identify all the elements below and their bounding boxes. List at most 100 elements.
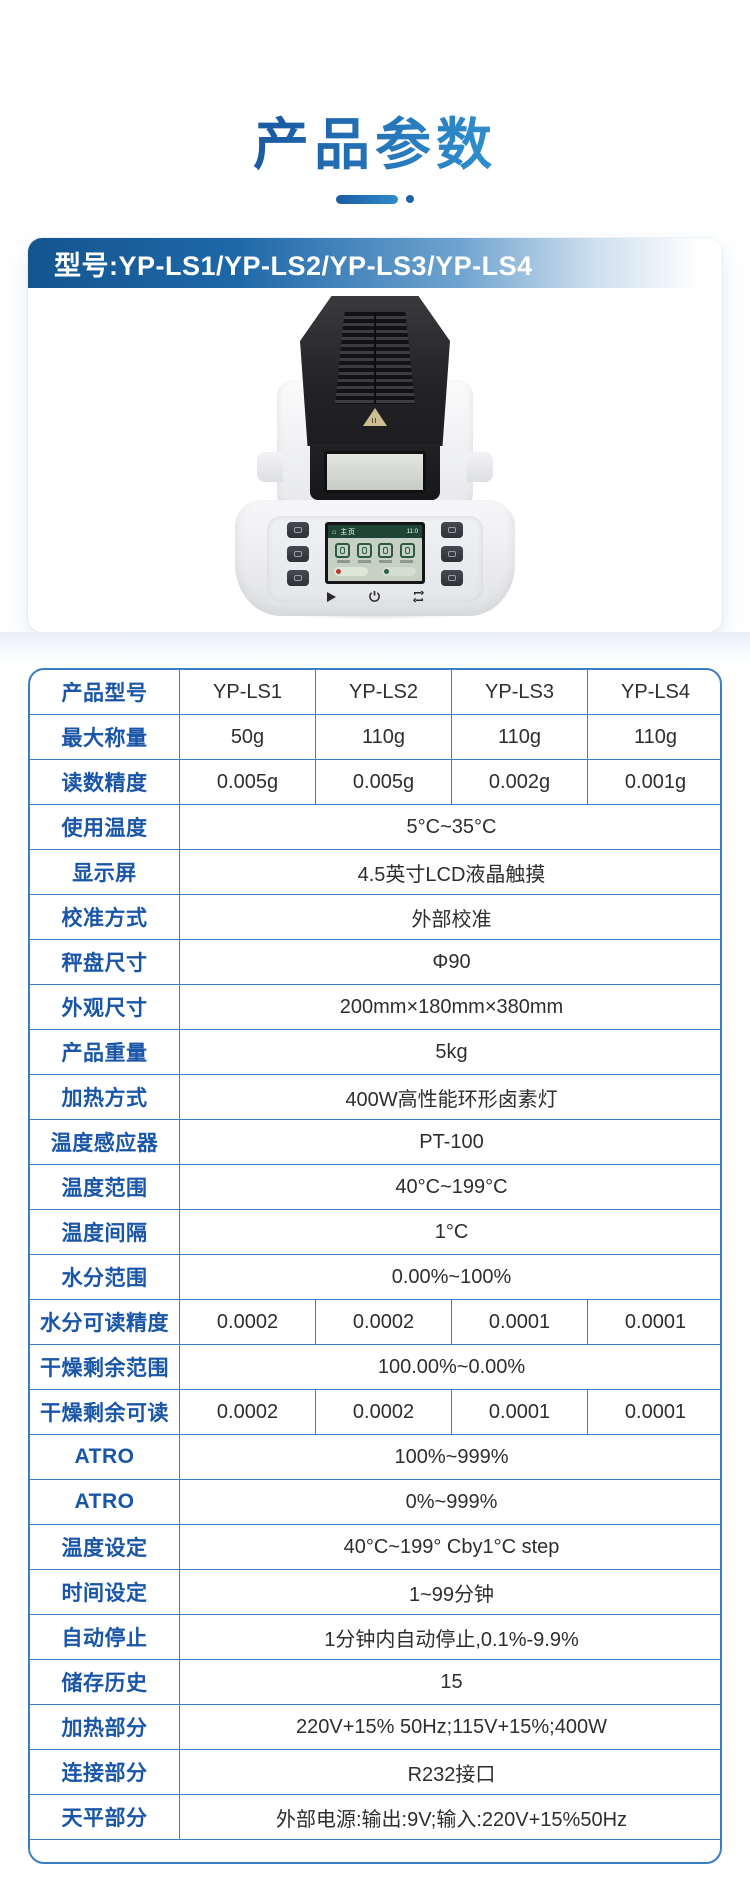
section-divider-strip	[0, 632, 750, 668]
spec-label: 时间设定	[30, 1569, 180, 1615]
document-icon	[378, 543, 394, 558]
device-buttons-left	[287, 522, 309, 586]
spec-value: 0.0002	[179, 1299, 316, 1345]
table-row: 加热方式 400W高性能环形卤素灯	[30, 1074, 720, 1120]
book-icon	[399, 543, 415, 558]
device-touchscreen: ⌂ 主页 11:0	[325, 522, 425, 584]
table-row: 最大称量 50g 110g 110g 110g	[30, 714, 720, 760]
table-row: 水分范围 0.00%~100%	[30, 1254, 720, 1300]
spec-value: 0.00%~100%	[179, 1254, 720, 1300]
spec-label: 加热方式	[30, 1074, 180, 1120]
title-dash	[336, 194, 398, 204]
warning-triangle-mark	[372, 418, 378, 423]
title-underline	[0, 194, 750, 204]
device-button	[441, 546, 463, 562]
spec-value: 110g	[315, 714, 452, 760]
spec-value: YP-LS3	[451, 670, 588, 715]
table-row: 使用温度 5°C~35°C	[30, 804, 720, 850]
spec-label: 外观尺寸	[30, 984, 180, 1030]
spec-label: 干燥剩余可读	[30, 1389, 180, 1435]
gauge-icon	[356, 543, 372, 558]
spec-label: 连接部分	[30, 1749, 180, 1795]
table-row: 温度感应器 PT-100	[30, 1119, 720, 1165]
spec-label: 秤盘尺寸	[30, 939, 180, 985]
table-row: 天平部分 外部电源:输出:9V;输入:220V+15%50Hz	[30, 1794, 720, 1840]
spec-value: 0.0001	[451, 1299, 588, 1345]
power-icon	[369, 590, 380, 602]
spec-table-body: 产品型号 YP-LS1 YP-LS2 YP-LS3 YP-LS4 最大称量 50g 110g 1…	[30, 670, 720, 1840]
table-row: 储存历史 15	[30, 1659, 720, 1705]
spec-value: 0.005g	[315, 759, 452, 805]
device-button	[287, 522, 309, 538]
gauge-icon	[335, 543, 350, 558]
screen-icon-row	[328, 538, 422, 558]
table-row: 产品型号 YP-LS1 YP-LS2 YP-LS3 YP-LS4	[30, 670, 720, 715]
spec-label: 最大称量	[30, 714, 180, 760]
spec-value: 0.001g	[587, 759, 720, 805]
spec-value: 110g	[587, 714, 720, 760]
spec-value: 外部校准	[179, 894, 720, 940]
spec-value: 220V+15% 50Hz;115V+15%;400W	[179, 1704, 720, 1750]
table-row: 读数精度 0.005g 0.005g 0.002g 0.001g	[30, 759, 720, 805]
table-row: 加热部分 220V+15% 50Hz;115V+15%;400W	[30, 1704, 720, 1750]
spec-label: 显示屏	[30, 849, 180, 895]
model-header-bar: 型号:YP-LS1/YP-LS2/YP-LS3/YP-LS4	[28, 238, 722, 288]
device-printed-keys	[325, 590, 425, 603]
screen-header: ⌂ 主页 11:0	[328, 525, 422, 538]
spec-label: 干燥剩余范围	[30, 1344, 180, 1390]
start-pill-button	[382, 567, 416, 576]
spec-value: 0.0001	[587, 1389, 720, 1435]
spec-value: 5kg	[179, 1029, 720, 1075]
device-handle-left	[257, 452, 283, 482]
spec-label: 天平部分	[30, 1794, 180, 1840]
spec-value: 110g	[451, 714, 588, 760]
spec-label: 温度感应器	[30, 1119, 180, 1165]
device-handle-right	[467, 452, 493, 482]
spec-value: 0.002g	[451, 759, 588, 805]
spec-label: 储存历史	[30, 1659, 180, 1705]
spec-label: 加热部分	[30, 1704, 180, 1750]
spec-value: 400W高性能环形卤素灯	[179, 1074, 720, 1120]
spec-label: 产品型号	[30, 670, 180, 715]
device-vent-divider	[374, 312, 376, 404]
spec-value: 1°C	[179, 1209, 720, 1255]
spec-value: 40°C~199° Cby1°C step	[179, 1524, 720, 1570]
spec-value: 40°C~199°C	[179, 1164, 720, 1210]
table-row: 干燥剩余范围 100.00%~0.00%	[30, 1344, 720, 1390]
spec-label: 校准方式	[30, 894, 180, 940]
spec-value: 0%~999%	[179, 1479, 720, 1525]
device-button	[287, 570, 309, 586]
spec-label: 温度范围	[30, 1164, 180, 1210]
play-icon	[327, 591, 336, 602]
spec-value: YP-LS2	[315, 670, 452, 715]
spec-label: ATRO	[30, 1479, 180, 1525]
spec-value: 1~99分钟	[179, 1569, 720, 1615]
screen-home-label: ⌂ 主页	[332, 528, 357, 536]
spec-value: 0.0002	[315, 1299, 452, 1345]
table-row: 水分可读精度 0.0002 0.0002 0.0001 0.0001	[30, 1299, 720, 1345]
spec-value: R232接口	[179, 1749, 720, 1795]
table-row: 校准方式 外部校准	[30, 894, 720, 940]
spec-label: 温度设定	[30, 1524, 180, 1570]
spec-value: 15	[179, 1659, 720, 1705]
table-row: 显示屏 4.5英寸LCD液晶触摸	[30, 849, 720, 895]
spec-value: 0.0001	[451, 1389, 588, 1435]
table-row: 温度范围 40°C~199°C	[30, 1164, 720, 1210]
tare-icon	[412, 590, 425, 603]
spec-label: 自动停止	[30, 1614, 180, 1660]
spec-value: 4.5英寸LCD液晶触摸	[179, 849, 720, 895]
screen-time: 11:0	[406, 528, 418, 535]
moisture-analyzer-illustration: ⌂ 主页 11:0	[225, 294, 525, 626]
spec-label: 读数精度	[30, 759, 180, 805]
spec-value: 100%~999%	[179, 1434, 720, 1480]
spec-value: 1分钟内自动停止,0.1%-9.9%	[179, 1614, 720, 1660]
page-title: 产品参数	[253, 113, 497, 176]
table-row: 温度设定 40°C~199° Cby1°C step	[30, 1524, 720, 1570]
table-row: ATRO 100%~999%	[30, 1434, 720, 1480]
device-buttons-right	[441, 522, 463, 586]
spec-value: YP-LS4	[587, 670, 720, 715]
table-row: 时间设定 1~99分钟	[30, 1569, 720, 1615]
spec-label: ATRO	[30, 1434, 180, 1480]
spec-table-grid: 产品型号 YP-LS1 YP-LS2 YP-LS3 YP-LS4 最大称量 50g 110g 1…	[30, 670, 720, 1840]
spec-table: 产品型号 YP-LS1 YP-LS2 YP-LS3 YP-LS4 最大称量 50g 110g 1…	[28, 668, 722, 1864]
